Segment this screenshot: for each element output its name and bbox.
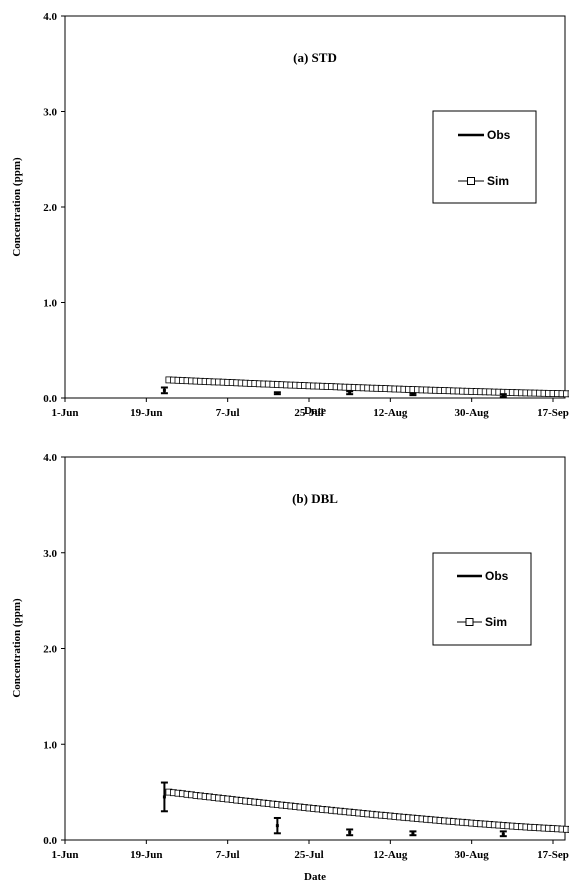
obs-point xyxy=(411,392,415,396)
y-tick-label: 2.0 xyxy=(43,202,57,214)
y-tick-label: 3.0 xyxy=(43,107,57,119)
legend-sim-marker-b xyxy=(465,618,474,626)
panel-title-b: (b) DBL xyxy=(292,491,338,506)
y-tick-label: 3.0 xyxy=(43,548,57,560)
plot-area-b xyxy=(64,456,566,841)
x-tick-label: 17-Sep xyxy=(537,407,569,419)
x-tick-label: 30-Aug xyxy=(455,849,490,861)
x-tick-label: 12-Aug xyxy=(373,407,408,419)
x-tick-label: 7-Jul xyxy=(216,407,240,419)
sim-point xyxy=(563,390,569,398)
x-tick-label: 30-Aug xyxy=(455,407,490,419)
obs-point xyxy=(501,832,505,836)
axis-ticks-b: 0.0 1.0 2.0 3.0 4.0 1-Jun 19-Jun 7-Jul 25-Jul 12-… xyxy=(43,452,569,861)
legend-obs-label-b: Obs xyxy=(485,569,509,583)
y-tick-label: 1.0 xyxy=(43,739,57,751)
x-tick-label: 1-Jun xyxy=(52,407,79,419)
plot-area-a xyxy=(64,15,566,399)
obs-point xyxy=(348,390,352,394)
x-tick-label: 7-Jul xyxy=(216,849,240,861)
legend-sim-marker-a xyxy=(467,177,475,185)
y-axis-label-a: Concentration (ppm) xyxy=(11,157,23,257)
y-tick-label: 0.0 xyxy=(43,393,57,405)
obs-point xyxy=(275,391,279,395)
axis-ticks-a: 0.0 1.0 2.0 3.0 4.0 1-Jun 19-Jun 7-Jul 25-Jul 12-… xyxy=(43,11,569,419)
x-tick-label: 25-Jul xyxy=(294,407,323,419)
series-sim-a xyxy=(165,376,569,398)
legend-sim-label-a: Sim xyxy=(487,174,509,188)
legend-box-a xyxy=(432,110,537,204)
legend-box-b xyxy=(432,552,532,646)
y-tick-label: 0.0 xyxy=(43,835,57,847)
y-tick-label: 4.0 xyxy=(43,452,57,464)
obs-point xyxy=(275,824,279,828)
obs-point xyxy=(501,394,505,398)
panel-a: (a) STD Concentration (ppm) Date Obs Sim… xyxy=(11,11,569,419)
obs-point xyxy=(162,795,166,799)
x-tick-label: 25-Jul xyxy=(294,849,323,861)
obs-point xyxy=(162,388,166,392)
series-obs-a xyxy=(160,386,507,399)
y-tick-label: 1.0 xyxy=(43,298,57,310)
x-axis-label-a: Date xyxy=(304,405,326,417)
y-tick-label: 2.0 xyxy=(43,644,57,656)
panel-b: (b) DBL Concentration (ppm) Date Obs Sim… xyxy=(11,452,569,882)
series-sim-b xyxy=(165,788,569,833)
legend-a: Obs Sim xyxy=(432,110,537,204)
x-tick-label: 17-Sep xyxy=(537,849,569,861)
sim-point xyxy=(563,825,569,833)
x-tick-label: 19-Jun xyxy=(130,849,162,861)
series-obs-b xyxy=(160,781,507,838)
y-axis-label-b: Concentration (ppm) xyxy=(11,598,23,698)
panel-title-a: (a) STD xyxy=(293,50,337,65)
obs-point xyxy=(348,830,352,834)
x-tick-label: 1-Jun xyxy=(52,849,79,861)
x-axis-label-b: Date xyxy=(304,871,326,882)
legend-b: Obs Sim xyxy=(432,552,532,646)
legend-sim-label-b: Sim xyxy=(485,615,507,629)
y-tick-label: 4.0 xyxy=(43,11,57,23)
obs-point xyxy=(411,831,415,835)
x-tick-label: 19-Jun xyxy=(130,407,162,419)
legend-obs-label-a: Obs xyxy=(487,128,511,142)
x-tick-label: 12-Aug xyxy=(373,849,408,861)
